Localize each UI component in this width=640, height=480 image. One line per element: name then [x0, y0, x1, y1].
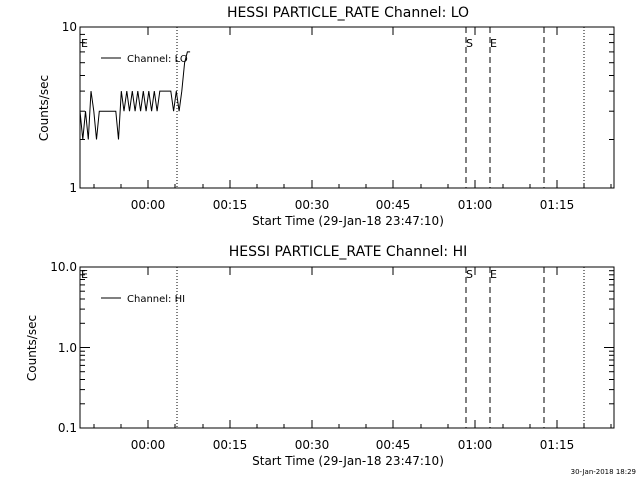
chart-lo-legend-label: Channel: LO [127, 54, 188, 65]
chart-hi-ylabel: Counts/sec [25, 315, 39, 381]
event-marker-e: E [490, 268, 497, 281]
chart-hi-xtick-label: 00:45 [376, 438, 411, 452]
generation-timestamp: 30-Jan-2018 18:29 [571, 468, 636, 476]
chart-lo-series-line [79, 51, 191, 140]
chart-lo-xticks [93, 27, 612, 188]
chart-lo-title: HESSI PARTICLE_RATE Channel: LO [227, 5, 469, 21]
chart-hi-xtick-label: 00:15 [213, 438, 248, 452]
chart-hi-xticks [93, 267, 612, 428]
chart-hi-markers [176, 267, 585, 428]
event-marker-e-left: E [81, 268, 88, 281]
chart-hi-title: HESSI PARTICLE_RATE Channel: HI [229, 244, 467, 260]
chart-lo-xtick-label: 01:15 [540, 198, 575, 212]
chart-hi-frame [79, 266, 615, 429]
event-marker-e-left: E [81, 37, 88, 50]
chart-hi-xtick-label: 01:00 [458, 438, 493, 452]
chart-lo-frame [79, 26, 615, 189]
chart-hi-xtick-label: 00:30 [295, 438, 330, 452]
chart-lo-xtick-label: 00:45 [376, 198, 411, 212]
chart-lo-markers [176, 27, 585, 188]
chart-lo-ytick-label: 10 [62, 20, 77, 34]
chart-hi-ytick-label: 0.1 [58, 421, 77, 435]
chart-hi-xtick-label: 01:15 [540, 438, 575, 452]
chart-lo-xtick-label: 00:00 [131, 198, 166, 212]
event-marker-s: S [466, 268, 473, 281]
chart-hi-xlabel: Start Time (29-Jan-18 23:47:10) [252, 454, 444, 468]
chart-lo: HESSI PARTICLE_RATE Channel: LO 10 1 Cou… [37, 5, 615, 228]
event-marker-e: E [490, 37, 497, 50]
chart-lo-xtick-label: 00:30 [295, 198, 330, 212]
chart-lo-xtick-label: 01:00 [458, 198, 493, 212]
chart-lo-ylabel: Counts/sec [37, 75, 51, 141]
chart-hi-legend-label: Channel: HI [127, 294, 185, 305]
chart-lo-xlabel: Start Time (29-Jan-18 23:47:10) [252, 214, 444, 228]
event-marker-s: S [466, 37, 473, 50]
chart-hi-ytick-label: 10.0 [50, 260, 77, 274]
chart-lo-xtick-label: 00:15 [213, 198, 248, 212]
chart-lo-yticks [80, 26, 614, 189]
chart-hi-xtick-label: 00:00 [131, 438, 166, 452]
chart-hi: HESSI PARTICLE_RATE Channel: HI 10.0 1.0 [25, 244, 615, 468]
chart-hi-ytick-label: 1.0 [58, 341, 77, 355]
chart-lo-ytick-label: 1 [69, 181, 77, 195]
chart-hi-yticks [80, 266, 614, 429]
